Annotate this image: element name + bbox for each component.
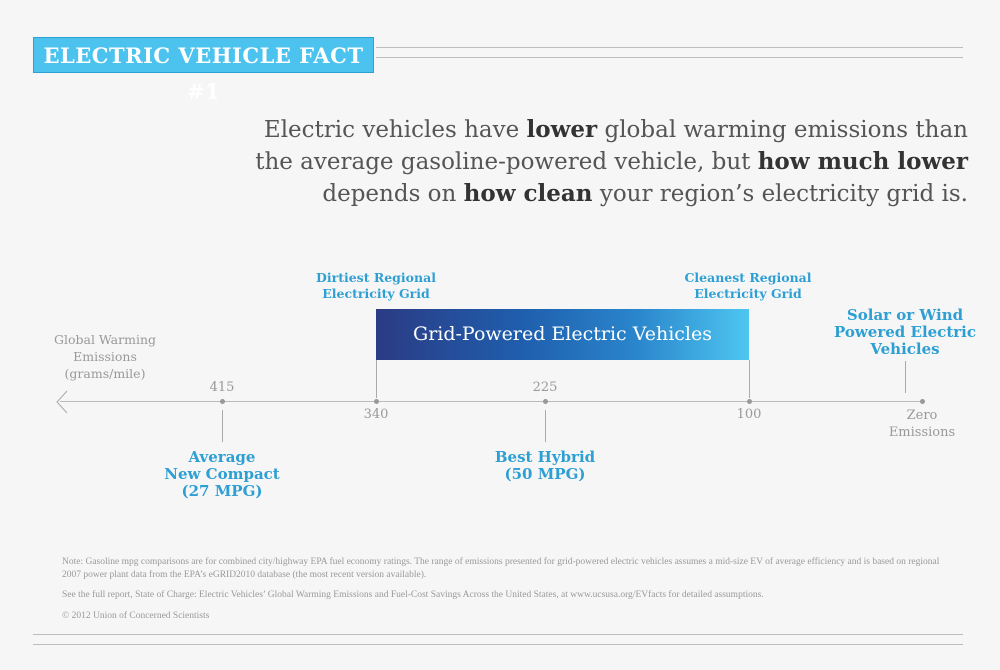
label-line: Emissions	[73, 349, 137, 364]
copyright: © 2012 Union of Concerned Scientists	[62, 611, 210, 621]
headline-emphasis: lower	[526, 116, 598, 143]
hybrid-connector	[545, 410, 546, 442]
tick-415: 415	[209, 380, 235, 395]
label-line: Dirtiest Regional	[316, 270, 436, 285]
footnote-report: See the full report, State of Charge: El…	[62, 590, 764, 600]
footnote-note: Note: Gasoline mpg comparisons are for c…	[62, 557, 940, 580]
compact-label: Average New Compact (27 MPG)	[147, 449, 297, 500]
headline-emphasis: how clean	[463, 180, 593, 207]
label-line: Zero	[906, 408, 938, 423]
label-line: (50 MPG)	[504, 465, 586, 483]
solar-wind-label: Solar or Wind Powered Electric Vehicles	[825, 307, 985, 358]
tick-225: 225	[532, 380, 558, 395]
label-line: New Compact	[164, 465, 280, 483]
solar-connector	[905, 361, 906, 393]
headline-text: the average gasoline-powered vehicle, bu…	[255, 149, 758, 175]
point-340	[374, 399, 379, 404]
header-rule-bottom	[376, 57, 963, 58]
label-line: (grams/mile)	[64, 366, 146, 381]
axis-label: Global Warming Emissions (grams/mile)	[40, 331, 170, 382]
label-line: Average	[188, 448, 256, 466]
label-line: Best Hybrid	[494, 448, 596, 466]
tick-100: 100	[736, 407, 762, 422]
label-line: Electricity Grid	[322, 286, 430, 301]
headline-text: global warming emissions than	[597, 117, 968, 143]
emissions-axis	[60, 401, 922, 402]
dirtiest-grid-label: Dirtiest Regional Electricity Grid	[296, 270, 456, 302]
compact-connector	[222, 410, 223, 442]
footer-rule-top	[33, 634, 963, 635]
label-line: Vehicles	[870, 340, 940, 358]
header-rule-top	[376, 47, 963, 48]
grid-ev-range-bar: Grid-Powered Electric Vehicles	[376, 309, 749, 360]
label-line: Solar or Wind	[846, 306, 964, 324]
label-line: Electricity Grid	[694, 286, 802, 301]
fact-badge: ELECTRIC VEHICLE FACT #1	[33, 37, 374, 104]
label-line: Powered Electric	[834, 323, 976, 341]
hybrid-label: Best Hybrid (50 MPG)	[470, 449, 620, 483]
dirtiest-connector	[376, 360, 377, 398]
arrow-left-icon	[56, 390, 68, 414]
point-zero	[920, 399, 925, 404]
headline-text: your region’s electricity grid is.	[592, 181, 968, 207]
cleanest-connector	[749, 360, 750, 398]
tick-340: 340	[363, 407, 389, 422]
point-100	[747, 399, 752, 404]
label-line: Global Warming	[53, 332, 157, 347]
point-415	[220, 399, 225, 404]
cleanest-grid-label: Cleanest Regional Electricity Grid	[668, 270, 828, 302]
headline-text: depends on	[322, 181, 464, 207]
label-line: Cleanest Regional	[684, 270, 812, 285]
label-line: (27 MPG)	[181, 482, 263, 500]
headline-text: Electric vehicles have	[263, 117, 527, 143]
label-line: Emissions	[888, 425, 956, 440]
footer-rule-bottom	[33, 644, 963, 645]
headline-emphasis: how much lower	[757, 148, 968, 175]
tick-zero: Zero Emissions	[882, 407, 962, 441]
headline: Electric vehicles have lower global warm…	[208, 114, 968, 210]
point-225	[543, 399, 548, 404]
